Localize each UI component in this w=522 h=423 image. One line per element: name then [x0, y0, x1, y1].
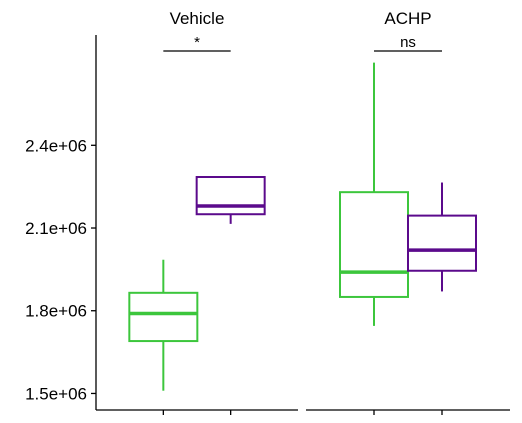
significance-label: *	[194, 34, 200, 51]
y-tick-label: 1.8e+06	[25, 302, 87, 321]
facet-panels: Vehicle * ACHP ns	[96, 9, 510, 415]
facet-strip-label: ACHP	[384, 9, 431, 28]
box-achp-1	[339, 62, 409, 326]
box-iqr	[128, 291, 199, 343]
y-tick-label: 1.5e+06	[25, 384, 87, 403]
facet-strip-label: Vehicle	[170, 9, 225, 28]
box-iqr	[339, 191, 409, 298]
facet-panel-vehicle: Vehicle *	[96, 9, 298, 415]
y-axis: 1.5e+06 1.8e+06 2.1e+06 2.4e+06	[25, 35, 97, 410]
box-vehicle-1	[128, 259, 199, 391]
box-iqr	[407, 214, 477, 272]
facet-panel-achp: ACHP ns	[306, 9, 510, 415]
box-iqr	[195, 176, 266, 216]
significance-label: ns	[400, 34, 416, 51]
box-achp-2	[407, 182, 477, 292]
y-tick-label: 2.1e+06	[25, 219, 87, 238]
y-tick-label: 2.4e+06	[25, 136, 87, 155]
box-vehicle-2	[195, 176, 266, 224]
